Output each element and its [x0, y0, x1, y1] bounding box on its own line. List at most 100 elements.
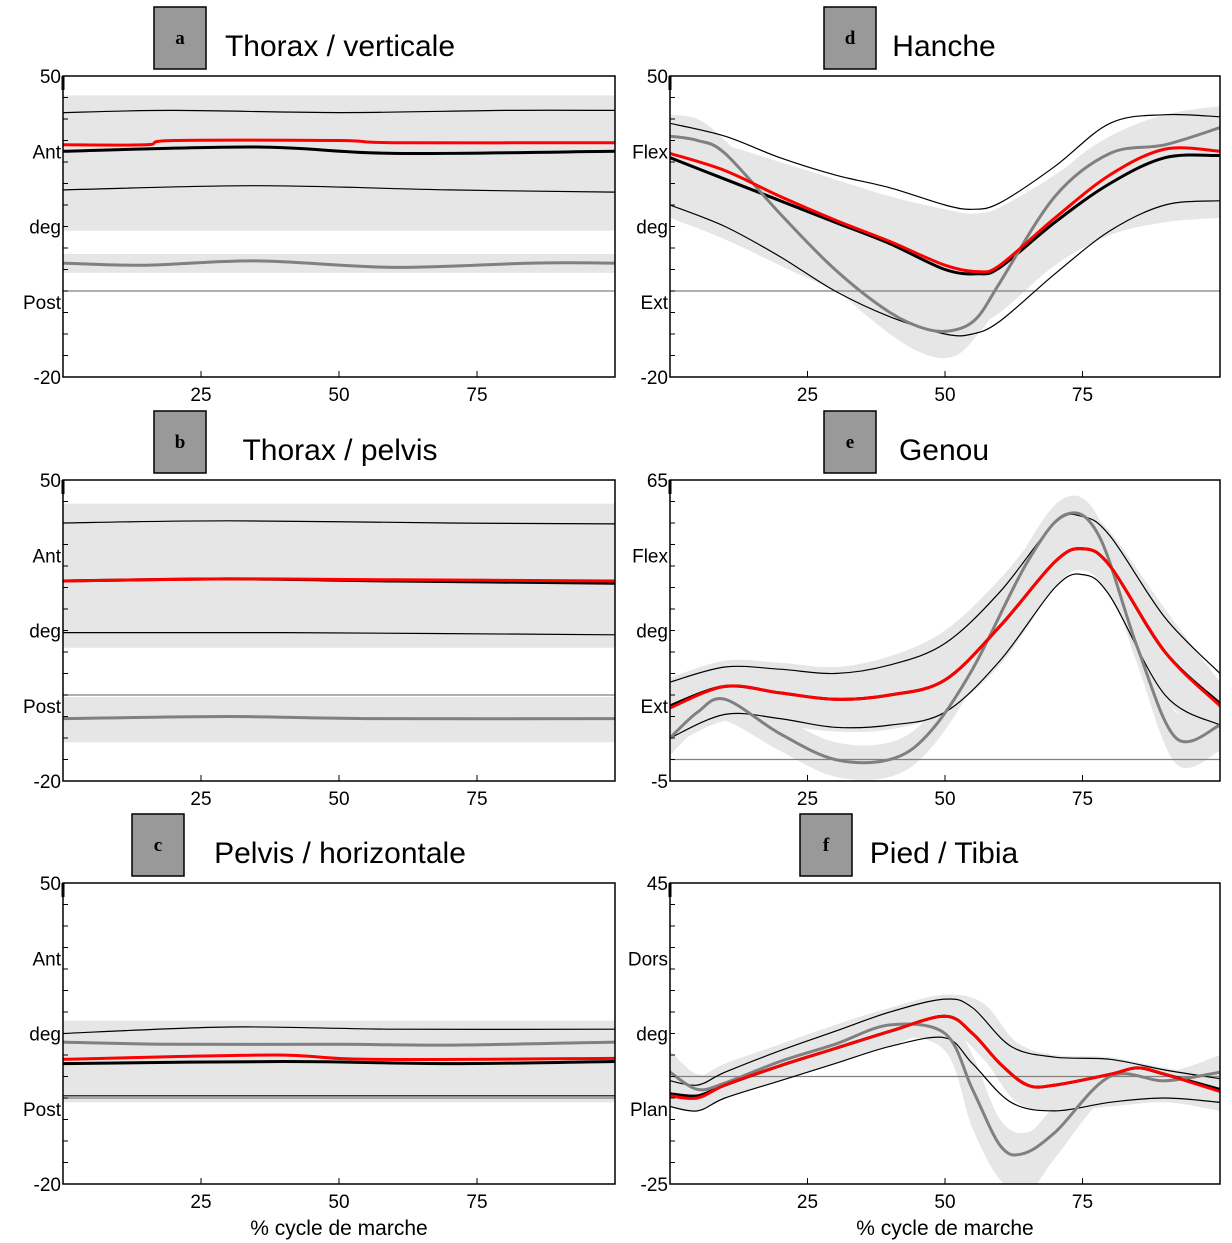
plot-area [670, 106, 1220, 359]
plot-area [670, 994, 1220, 1184]
y-label-top: 50 [40, 471, 61, 492]
panel-title: Hanche [892, 30, 995, 63]
series-patient-other [670, 1022, 1220, 1157]
y-label-upper: Ant [32, 546, 61, 567]
x-tick-label: 25 [797, 385, 818, 406]
panel-letter: d [845, 28, 856, 49]
y-label-top: 50 [647, 67, 668, 88]
series-patient-red [63, 1053, 615, 1061]
plot-area [63, 503, 615, 743]
y-label-upper: Dors [628, 949, 668, 970]
y-label-middle: deg [29, 218, 61, 239]
series-patient-red [63, 138, 615, 147]
panel-letter-badge: d [823, 6, 877, 70]
plot-area [63, 95, 615, 292]
x-tick-label: 50 [934, 789, 955, 810]
x-tick-label: 50 [934, 1192, 955, 1213]
y-label-upper: Ant [32, 949, 61, 970]
series-norm-upper [670, 513, 1220, 683]
band-normal [670, 506, 1220, 747]
panel-letter-badge: c [131, 813, 185, 877]
series-norm-upper [670, 998, 1220, 1086]
series-norm-upper [63, 109, 615, 114]
series-norm-lower [670, 1036, 1220, 1112]
x-tick-label: 25 [190, 385, 211, 406]
y-label-top: 50 [40, 874, 61, 895]
y-label-bottom: -5 [651, 772, 668, 793]
panel-letter: e [846, 432, 854, 453]
series-patient-other [670, 511, 1220, 765]
series-norm-upper [63, 520, 615, 525]
series-norm-lower [670, 200, 1220, 337]
y-minor-ticks [670, 501, 675, 760]
y-label-lower: Ext [641, 697, 669, 718]
series-norm-lower [63, 631, 615, 636]
x-tick-label: 75 [466, 789, 487, 810]
panel-title: Genou [899, 434, 989, 467]
panel-d: 50 Flex deg Ext -20 25 50 75 Hanche d [632, 6, 1221, 406]
panel-c: 50 Ant deg Post -20 25 50 75 % cycle de marche Pe… [23, 813, 616, 1240]
panel-letter: a [175, 28, 185, 49]
y-label-upper: Flex [632, 142, 668, 163]
badge-box [823, 410, 877, 474]
plot-area [670, 495, 1220, 780]
series-norm-mean [63, 145, 615, 156]
band-patient [63, 254, 615, 273]
x-tick-label: 25 [797, 1192, 818, 1213]
series-patient-red [670, 146, 1220, 274]
x-tick-label: 50 [328, 789, 349, 810]
y-label-lower: Post [23, 1100, 62, 1121]
band-normal [63, 95, 615, 231]
y-label-bottom: -20 [34, 772, 61, 793]
plot-area [63, 1020, 615, 1103]
series-patient-red [63, 577, 615, 583]
y-label-lower: Plan [630, 1100, 668, 1121]
y-label-bottom: -25 [641, 1175, 668, 1196]
x-axis-title: % cycle de marche [250, 1217, 427, 1240]
series-norm-mean [63, 1060, 615, 1066]
series-patient-other [670, 126, 1220, 334]
y-minor-ticks [63, 97, 68, 356]
panel-title: Thorax / verticale [225, 30, 455, 63]
y-label-bottom: -20 [641, 368, 668, 389]
y-minor-ticks [670, 904, 675, 1163]
x-tick-label: 75 [1072, 1192, 1093, 1213]
panel-letter-badge: b [153, 410, 207, 474]
series-norm-mean [670, 153, 1220, 276]
panel-title: Thorax / pelvis [242, 434, 437, 467]
x-tick-label: 75 [466, 1192, 487, 1213]
y-label-middle: deg [29, 622, 61, 643]
y-label-top: 45 [647, 874, 668, 895]
y-minor-ticks [670, 97, 675, 356]
y-label-upper: Ant [32, 142, 61, 163]
band-patient [670, 110, 1220, 359]
y-label-bottom: -20 [34, 1175, 61, 1196]
series-patient-other [63, 715, 615, 721]
panel-f: 45 Dors deg Plan -25 25 50 75 % cycle de marche P… [628, 813, 1221, 1240]
x-tick-label: 75 [1072, 385, 1093, 406]
band-patient [670, 495, 1220, 780]
panel-b: 50 Ant deg Post -20 25 50 75 Thorax / pelvis b [23, 410, 616, 810]
band-normal [670, 994, 1220, 1112]
y-label-lower: Ext [641, 293, 669, 314]
y-label-top: 50 [40, 67, 61, 88]
panel-a: 50 Ant deg Post -20 25 50 75 Thorax / verticale a [23, 6, 616, 406]
x-tick-label: 50 [934, 385, 955, 406]
series-norm-upper [63, 1026, 615, 1035]
panel-e: 65 Flex deg Ext -5 25 50 75 Genou e [632, 410, 1221, 810]
series-patient-red [670, 547, 1220, 710]
x-tick-label: 50 [328, 1192, 349, 1213]
badge-box [131, 813, 185, 877]
series-patient-red [670, 1014, 1220, 1100]
y-label-lower: Post [23, 293, 62, 314]
x-tick-label: 25 [797, 789, 818, 810]
x-tick-label: 75 [1072, 789, 1093, 810]
y-label-lower: Post [23, 697, 62, 718]
series-patient-other [63, 1040, 615, 1047]
y-label-middle: deg [636, 218, 668, 239]
badge-box [799, 813, 853, 877]
x-axis-title: % cycle de marche [856, 1217, 1033, 1240]
series-patient-other [63, 259, 615, 269]
y-label-bottom: -20 [34, 368, 61, 389]
